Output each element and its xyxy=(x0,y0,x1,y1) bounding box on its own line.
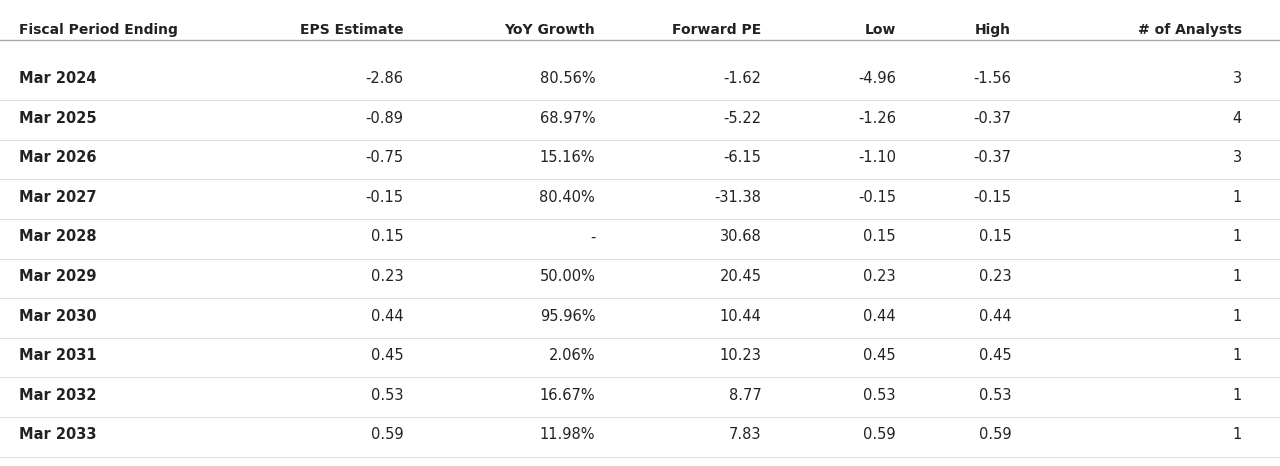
Text: Mar 2029: Mar 2029 xyxy=(19,269,97,284)
Text: 0.15: 0.15 xyxy=(371,229,403,244)
Text: 10.44: 10.44 xyxy=(719,308,762,323)
Text: 68.97%: 68.97% xyxy=(540,110,595,125)
Text: 3: 3 xyxy=(1233,150,1242,165)
Text: 95.96%: 95.96% xyxy=(540,308,595,323)
Text: 0.44: 0.44 xyxy=(864,308,896,323)
Text: 1: 1 xyxy=(1233,269,1242,284)
Text: 0.59: 0.59 xyxy=(864,427,896,442)
Text: Low: Low xyxy=(864,23,896,37)
Text: 4: 4 xyxy=(1233,110,1242,125)
Text: 1: 1 xyxy=(1233,190,1242,205)
Text: Mar 2031: Mar 2031 xyxy=(19,348,97,363)
Text: -5.22: -5.22 xyxy=(723,110,762,125)
Text: -2.86: -2.86 xyxy=(365,71,403,86)
Text: 0.23: 0.23 xyxy=(979,269,1011,284)
Text: 2.06%: 2.06% xyxy=(549,348,595,363)
Text: YoY Growth: YoY Growth xyxy=(504,23,595,37)
Text: Mar 2025: Mar 2025 xyxy=(19,110,97,125)
Text: 0.44: 0.44 xyxy=(979,308,1011,323)
Text: Mar 2028: Mar 2028 xyxy=(19,229,97,244)
Text: Mar 2024: Mar 2024 xyxy=(19,71,97,86)
Text: 1: 1 xyxy=(1233,229,1242,244)
Text: -0.15: -0.15 xyxy=(365,190,403,205)
Text: -4.96: -4.96 xyxy=(858,71,896,86)
Text: 10.23: 10.23 xyxy=(719,348,762,363)
Text: 80.56%: 80.56% xyxy=(540,71,595,86)
Text: Fiscal Period Ending: Fiscal Period Ending xyxy=(19,23,178,37)
Text: 50.00%: 50.00% xyxy=(539,269,595,284)
Text: 80.40%: 80.40% xyxy=(539,190,595,205)
Text: 11.98%: 11.98% xyxy=(540,427,595,442)
Text: Mar 2027: Mar 2027 xyxy=(19,190,97,205)
Text: 1: 1 xyxy=(1233,427,1242,442)
Text: 8.77: 8.77 xyxy=(728,388,762,403)
Text: Mar 2026: Mar 2026 xyxy=(19,150,97,165)
Text: -0.89: -0.89 xyxy=(365,110,403,125)
Text: -1.56: -1.56 xyxy=(973,71,1011,86)
Text: 0.23: 0.23 xyxy=(864,269,896,284)
Text: -0.37: -0.37 xyxy=(973,150,1011,165)
Text: # of Analysts: # of Analysts xyxy=(1138,23,1242,37)
Text: 0.45: 0.45 xyxy=(979,348,1011,363)
Text: -1.10: -1.10 xyxy=(858,150,896,165)
Text: 7.83: 7.83 xyxy=(730,427,762,442)
Text: 0.53: 0.53 xyxy=(979,388,1011,403)
Text: 30.68: 30.68 xyxy=(719,229,762,244)
Text: 15.16%: 15.16% xyxy=(540,150,595,165)
Text: -0.15: -0.15 xyxy=(973,190,1011,205)
Text: -1.62: -1.62 xyxy=(723,71,762,86)
Text: -1.26: -1.26 xyxy=(858,110,896,125)
Text: 0.59: 0.59 xyxy=(371,427,403,442)
Text: 0.45: 0.45 xyxy=(371,348,403,363)
Text: -: - xyxy=(590,229,595,244)
Text: 0.44: 0.44 xyxy=(371,308,403,323)
Text: 1: 1 xyxy=(1233,348,1242,363)
Text: 1: 1 xyxy=(1233,388,1242,403)
Text: 0.53: 0.53 xyxy=(371,388,403,403)
Text: Mar 2033: Mar 2033 xyxy=(19,427,97,442)
Text: -0.75: -0.75 xyxy=(365,150,403,165)
Text: 0.53: 0.53 xyxy=(864,388,896,403)
Text: -0.37: -0.37 xyxy=(973,110,1011,125)
Text: 0.23: 0.23 xyxy=(371,269,403,284)
Text: 0.45: 0.45 xyxy=(864,348,896,363)
Text: 16.67%: 16.67% xyxy=(540,388,595,403)
Text: 0.15: 0.15 xyxy=(864,229,896,244)
Text: High: High xyxy=(975,23,1011,37)
Text: -31.38: -31.38 xyxy=(714,190,762,205)
Text: 0.15: 0.15 xyxy=(979,229,1011,244)
Text: -6.15: -6.15 xyxy=(723,150,762,165)
Text: 3: 3 xyxy=(1233,71,1242,86)
Text: 0.59: 0.59 xyxy=(979,427,1011,442)
Text: 20.45: 20.45 xyxy=(719,269,762,284)
Text: Forward PE: Forward PE xyxy=(672,23,762,37)
Text: Mar 2030: Mar 2030 xyxy=(19,308,97,323)
Text: 1: 1 xyxy=(1233,308,1242,323)
Text: -0.15: -0.15 xyxy=(858,190,896,205)
Text: Mar 2032: Mar 2032 xyxy=(19,388,97,403)
Text: EPS Estimate: EPS Estimate xyxy=(300,23,403,37)
